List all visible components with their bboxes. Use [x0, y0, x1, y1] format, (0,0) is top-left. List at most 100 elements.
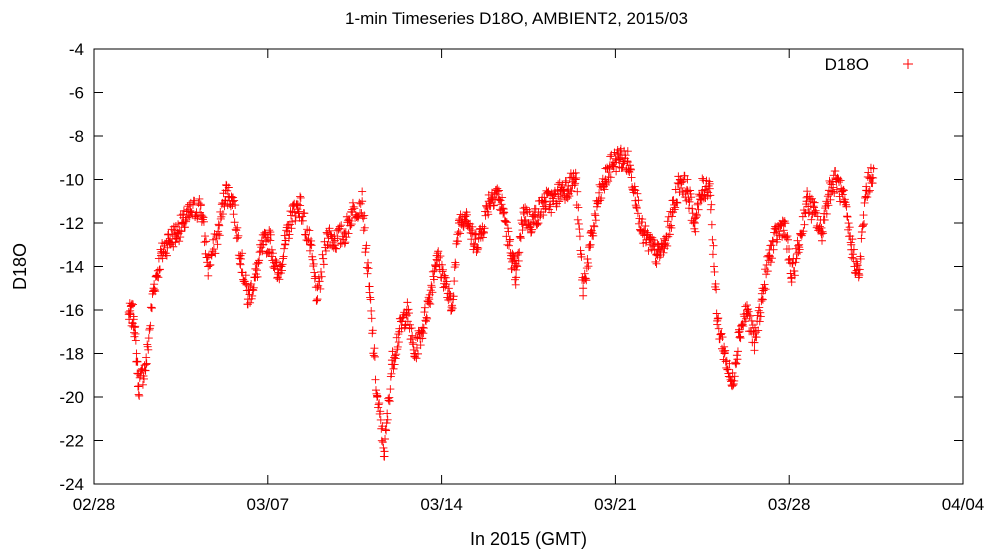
data-point	[179, 219, 188, 227]
data-point	[754, 326, 763, 335]
data-point	[374, 400, 383, 409]
data-point	[231, 201, 240, 210]
data-point	[532, 221, 541, 230]
data-point	[497, 200, 506, 209]
data-point	[721, 357, 730, 366]
data-point	[690, 219, 699, 227]
data-point	[732, 351, 741, 360]
data-point	[346, 221, 355, 230]
data-point	[656, 247, 665, 256]
data-point	[651, 257, 660, 266]
data-point	[389, 364, 398, 373]
data-point	[627, 173, 636, 182]
data-point	[427, 281, 436, 290]
data-point	[153, 272, 162, 281]
data-point	[200, 238, 209, 247]
data-point	[824, 186, 833, 195]
data-point	[214, 229, 223, 238]
data-point	[212, 234, 221, 243]
data-point	[828, 187, 837, 196]
data-point	[794, 241, 803, 250]
data-point	[634, 196, 643, 205]
data-point	[348, 208, 357, 217]
data-point	[616, 144, 625, 153]
data-point	[298, 216, 307, 225]
data-point	[562, 178, 571, 187]
data-point	[402, 306, 411, 314]
data-point	[730, 372, 739, 381]
data-point	[420, 308, 429, 317]
data-point	[408, 338, 417, 347]
data-point	[638, 215, 647, 224]
data-point	[679, 177, 688, 186]
data-point	[382, 419, 391, 428]
data-point	[673, 198, 682, 207]
data-point	[514, 249, 523, 258]
data-point	[440, 271, 449, 280]
data-point	[665, 230, 674, 239]
data-point	[229, 210, 238, 219]
data-point	[142, 353, 151, 362]
data-point	[295, 207, 304, 216]
data-point	[838, 190, 847, 199]
data-point	[182, 207, 191, 216]
data-point	[275, 275, 284, 284]
data-point	[358, 212, 367, 221]
data-point	[446, 290, 455, 299]
data-point	[127, 301, 136, 310]
data-point	[394, 338, 403, 347]
data-point	[127, 299, 136, 308]
data-point	[766, 258, 775, 267]
data-point	[370, 352, 379, 361]
data-point	[253, 272, 262, 281]
data-point	[293, 200, 302, 209]
data-point	[661, 240, 670, 249]
data-point	[838, 187, 847, 196]
data-point	[750, 338, 759, 347]
data-point	[342, 233, 351, 242]
data-point	[625, 161, 634, 170]
data-point	[132, 357, 141, 366]
data-point	[606, 173, 615, 182]
data-point	[570, 181, 579, 190]
data-point	[172, 234, 181, 243]
data-point	[190, 196, 199, 205]
data-point	[268, 249, 277, 258]
data-point	[513, 262, 522, 271]
data-point	[575, 225, 584, 234]
data-point	[140, 361, 149, 370]
data-point	[667, 223, 676, 232]
data-point	[780, 219, 789, 227]
data-point	[787, 273, 796, 282]
data-point	[757, 295, 766, 304]
data-point	[449, 292, 458, 301]
data-point	[596, 196, 605, 205]
data-point	[391, 354, 400, 363]
data-point	[177, 227, 186, 236]
data-point	[516, 234, 525, 243]
data-point	[309, 259, 318, 268]
data-point	[823, 199, 832, 208]
data-point	[241, 271, 250, 280]
data-point	[279, 252, 288, 261]
data-point	[409, 345, 418, 354]
data-point	[644, 246, 653, 255]
data-point	[788, 259, 797, 268]
data-point	[395, 327, 404, 336]
data-point	[493, 184, 502, 193]
data-point	[195, 194, 204, 203]
data-point	[461, 212, 470, 221]
data-point	[480, 224, 489, 233]
data-point	[663, 217, 672, 226]
data-point	[152, 271, 161, 280]
data-point	[554, 192, 563, 201]
data-point	[602, 178, 611, 187]
data-point	[762, 260, 771, 269]
data-point	[539, 211, 548, 220]
data-point	[240, 277, 249, 286]
data-point	[528, 225, 537, 234]
data-point	[764, 256, 773, 265]
data-point	[483, 203, 492, 212]
data-point	[526, 219, 535, 227]
legend-marker	[903, 59, 913, 69]
